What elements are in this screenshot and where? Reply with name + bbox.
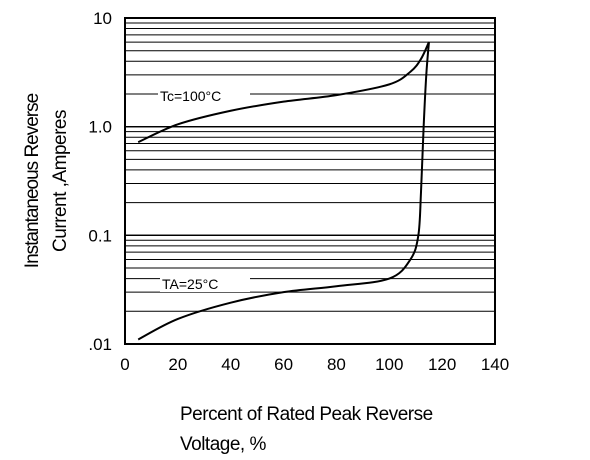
- series-label-100c: Tc=100°C: [160, 88, 221, 104]
- series-line-0: [137, 41, 430, 144]
- y-tick-labels: .01 0.1 1.0 10: [88, 9, 112, 354]
- annotation-bg-2: [160, 274, 250, 292]
- x-tick-label: 120: [428, 355, 456, 374]
- y-tick-label: 10: [93, 9, 112, 28]
- annotation-bg-1: [158, 86, 250, 104]
- x-tick-label: 80: [327, 355, 346, 374]
- x-tick-label: 40: [221, 355, 240, 374]
- x-tick-label: 0: [120, 355, 129, 374]
- y-tick-label: 0.1: [88, 226, 112, 245]
- data-series: [137, 41, 430, 341]
- y-axis-label-line1: Instantaneous Reverse: [22, 93, 43, 268]
- series-label-25c: TA=25°C: [162, 276, 218, 292]
- y-tick-label: 1.0: [88, 118, 112, 137]
- y-axis-label-line2: Current ,Amperes: [50, 110, 71, 252]
- x-tick-label: 60: [274, 355, 293, 374]
- x-tick-label: 100: [375, 355, 403, 374]
- x-axis-label-line1: Percent of Rated Peak Reverse: [180, 404, 433, 425]
- y-tick-label: .01: [88, 335, 112, 354]
- plot-frame: [124, 17, 496, 345]
- x-axis-label-line2: Voltage, %: [180, 434, 266, 455]
- x-tick-labels: 0 20 40 60 80 100 120 140: [120, 355, 509, 374]
- x-axis-label: Percent of Rated Peak Reverse Voltage, %: [180, 400, 520, 460]
- grid-lines: [125, 17, 495, 345]
- series-line-1: [137, 42, 430, 341]
- x-tick-label: 20: [168, 355, 187, 374]
- x-tick-label: 140: [481, 355, 509, 374]
